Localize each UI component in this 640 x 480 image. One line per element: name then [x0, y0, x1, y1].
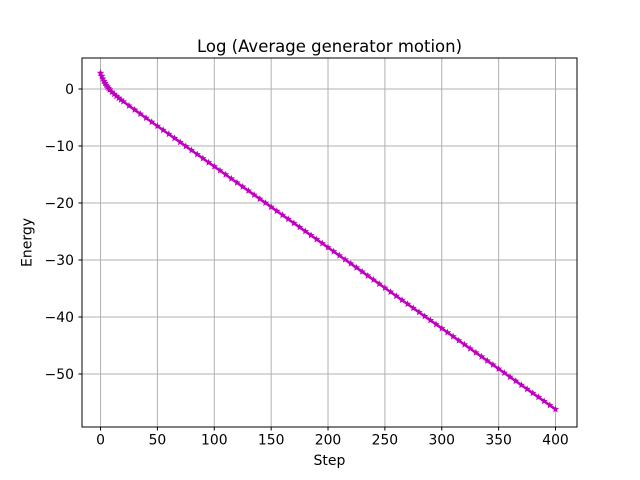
- y-axis-label: Energy: [19, 218, 36, 268]
- y-tick-label: −10: [45, 139, 74, 155]
- y-tick-label: −40: [45, 310, 74, 326]
- y-tick-label: −20: [45, 196, 74, 212]
- tick-labels: 0 50 100 150 200 250 300 350 400 0 −10 −20 −30 −40 −50: [45, 82, 569, 448]
- series-layer: [96, 69, 560, 413]
- x-tick-label: 50: [149, 433, 167, 449]
- x-tick-label: 400: [542, 433, 569, 449]
- x-tick-label: 0: [96, 433, 105, 449]
- x-tick-label: 350: [485, 433, 512, 449]
- x-tick-label: 100: [201, 433, 228, 449]
- chart-title: Log (Average generator motion): [196, 37, 463, 56]
- x-tick-label: 300: [429, 433, 456, 449]
- x-axis-label: Step: [313, 453, 346, 469]
- tick-marks: [78, 88, 557, 431]
- y-tick-label: −50: [45, 367, 74, 383]
- y-tick-label: 0: [65, 82, 74, 98]
- gridlines: [82, 58, 577, 427]
- x-tick-label: 250: [372, 433, 399, 449]
- x-tick-label: 150: [258, 433, 285, 449]
- plot-frame: [81, 57, 578, 428]
- x-tick-label: 200: [315, 433, 342, 449]
- y-tick-label: −30: [45, 253, 74, 269]
